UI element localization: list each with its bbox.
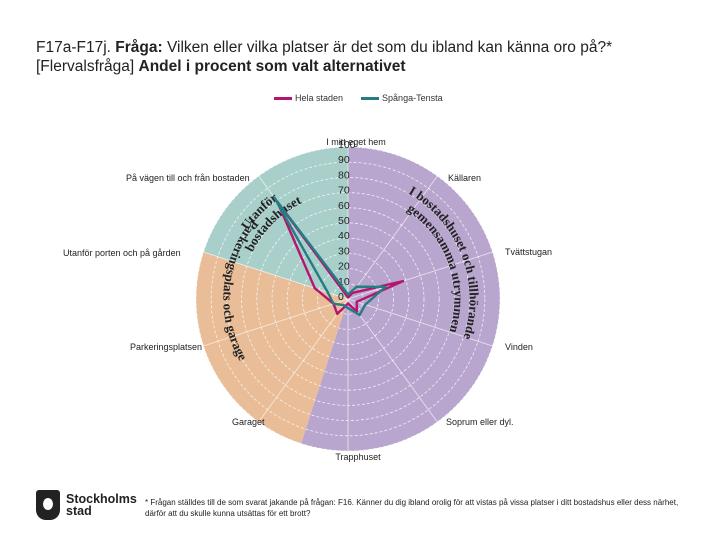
spoke — [347, 298, 438, 423]
tick-label: 40 — [338, 230, 350, 242]
title-label: Fråga: — [115, 39, 163, 56]
chart-title: F17a-F17j. Fråga: Vilken eller vilka pla… — [36, 38, 696, 76]
series-point-1 — [326, 291, 329, 294]
title-prefix: F17a-F17j. — [36, 39, 116, 56]
category-label: Vinden — [505, 342, 533, 352]
logo-text: Stockholms stad — [66, 492, 137, 518]
series-point-1 — [355, 285, 359, 288]
series-point-1 — [332, 302, 335, 305]
title-question: Vilken eller vilka platser är det som du… — [162, 39, 613, 56]
tick-label: 100 — [338, 139, 356, 151]
legend-swatch-hela-staden — [274, 96, 292, 100]
series-point-1 — [364, 303, 367, 306]
spoke — [203, 298, 349, 347]
tick-label: 20 — [338, 261, 350, 273]
grid-ring — [210, 161, 486, 437]
tick-label: 70 — [338, 185, 350, 197]
stockholm-logo: Stockholms stad — [36, 490, 137, 520]
spoke — [347, 298, 493, 347]
spoke — [258, 298, 349, 423]
grid-ring — [256, 207, 440, 391]
category-label: Soprum eller dyl. — [446, 417, 514, 427]
category-label: Källaren — [448, 173, 481, 183]
series-point-0 — [346, 302, 350, 305]
spoke — [347, 251, 493, 300]
series-point-0 — [355, 300, 358, 304]
tick-label: 90 — [338, 154, 350, 166]
series-point-0 — [336, 312, 339, 315]
tick-label: 0 — [338, 291, 344, 303]
category-label: Trapphuset — [335, 452, 381, 462]
series-point-1 — [273, 196, 276, 200]
series-point-1 — [346, 306, 350, 310]
category-label: Garaget — [232, 417, 265, 427]
legend-label-spanga-tensta: Spånga-Tensta — [382, 93, 443, 103]
series-point-1 — [384, 285, 387, 288]
category-label: Tvättstugan — [505, 247, 552, 257]
tick-label: 60 — [338, 200, 350, 212]
series-point-1 — [342, 303, 345, 307]
logo-line2: stad — [66, 504, 92, 518]
tick-label: 50 — [338, 215, 350, 227]
series-point-1 — [358, 313, 361, 317]
category-label: På vägen till och från bostaden — [126, 173, 250, 183]
legend: Hela staden Spånga-Tensta — [274, 93, 443, 103]
legend-swatch-spanga-tensta — [361, 96, 380, 100]
crest-icon — [36, 490, 60, 520]
legend-item-hela-staden: Hela staden — [274, 93, 343, 103]
tick-label: 10 — [338, 276, 350, 288]
legend-item-spanga-tensta: Spånga-Tensta — [361, 93, 443, 103]
category-label: Parkeringsplatsen — [130, 342, 202, 352]
tick-label: 80 — [338, 169, 350, 181]
category-label: Utanför porten och på gården — [63, 248, 181, 258]
footnote: * Frågan ställdes till de som svarat jak… — [145, 498, 679, 518]
title-line2-plain: [Flervalsfråga] — [36, 58, 139, 75]
group-sector-parkering — [195, 252, 348, 444]
spoke — [203, 251, 349, 300]
legend-label-hela-staden: Hela staden — [295, 93, 344, 103]
series-point-0 — [313, 286, 316, 290]
category-label: I mitt eget hem — [326, 137, 386, 147]
series-point-1 — [346, 293, 350, 296]
logo-line1: Stockholms — [66, 492, 137, 506]
series-point-0 — [401, 279, 405, 283]
spoke — [347, 175, 438, 300]
title-line2-bold: Andel i procent som valt alternativet — [138, 58, 406, 75]
group-sector-utanfor — [203, 147, 348, 299]
tick-label: 30 — [338, 245, 350, 257]
series-point-0 — [346, 296, 350, 299]
